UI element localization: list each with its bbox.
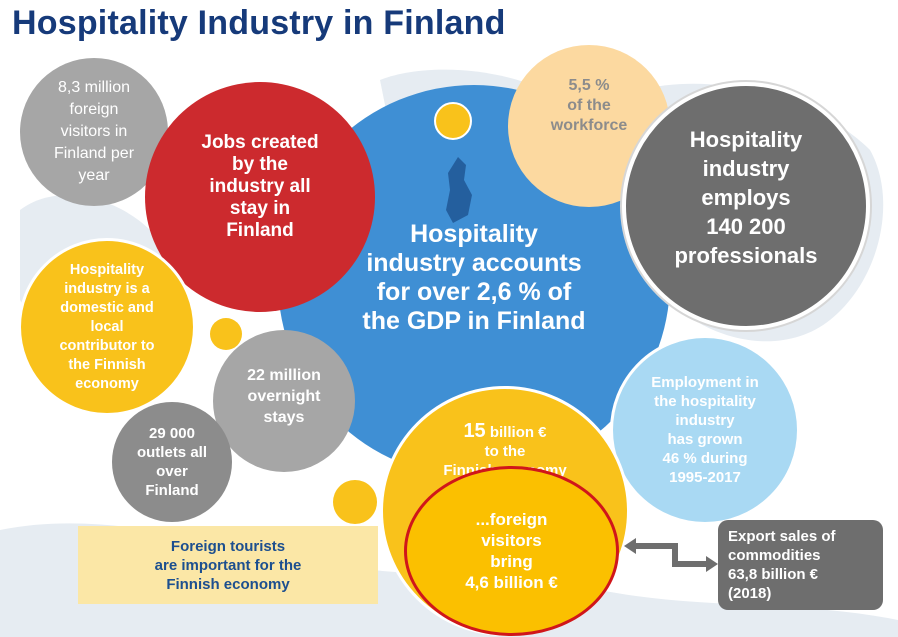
outlets-circle: 29 000 outlets all over Finland: [112, 402, 232, 522]
employment-growth-text: Employment in the hospitality industry h…: [651, 374, 759, 486]
foreign-tourists-note: Foreign tourists are important for the F…: [78, 526, 378, 604]
domestic-circle: Hospitality industry is a domestic and l…: [18, 238, 196, 416]
foreign-visitors-circle: 8,3 million foreign visitors in Finland …: [20, 58, 168, 206]
foreign-bring-circle: ...foreign visitors bring 4,6 billion €: [404, 466, 619, 636]
decor-dot-low: [333, 480, 377, 524]
decor-dot-mid: [210, 318, 242, 350]
workforce-text: 5,5 % of the workforce: [550, 77, 628, 134]
economy-value: 15: [463, 420, 486, 442]
employs-circle: Hospitality industry employs 140 200 pro…: [622, 82, 870, 330]
overnight-circle: 22 million overnight stays: [213, 330, 355, 472]
overnight-text: 22 million overnight stays: [247, 366, 321, 426]
employs-text: Hospitality industry employs 140 200 pro…: [674, 126, 818, 268]
export-sales-box: Export sales of commodities 63,8 billion…: [718, 520, 883, 610]
page-title: Hospitality Industry in Finland: [12, 4, 506, 42]
foreign-bring-text: ...foreign visitors bring 4,6 billion €: [465, 510, 558, 592]
domestic-text: Hospitality industry is a domestic and l…: [59, 261, 155, 392]
jobs-text: Jobs created by the industry all stay in…: [201, 132, 319, 241]
finland-map-icon: [446, 157, 472, 223]
decor-dot-top: [434, 102, 472, 140]
jobs-circle: Jobs created by the industry all stay in…: [145, 82, 375, 312]
gdp-text: Hospitality industry accounts for over 2…: [362, 220, 586, 335]
economy-unit: billion €: [485, 424, 547, 441]
economy-value-line: 15 billion €: [443, 403, 566, 442]
employment-growth-circle: Employment in the hospitality industry h…: [610, 335, 800, 525]
outlets-text: 29 000 outlets all over Finland: [136, 425, 207, 499]
foreign-visitors-text: 8,3 million foreign visitors in Finland …: [53, 79, 135, 184]
connector-arrow-icon: [624, 538, 718, 572]
